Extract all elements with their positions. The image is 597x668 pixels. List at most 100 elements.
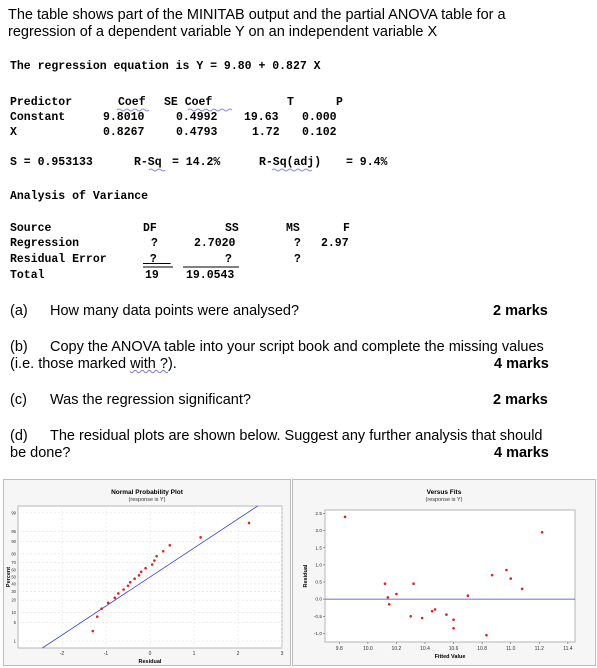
chart-1-ytick-label: 20 [11, 598, 16, 603]
chart-2-point [485, 633, 488, 637]
chart-1-point [117, 592, 120, 595]
chart-1-ytick-label: 95 [11, 529, 16, 534]
chart-2-point [445, 613, 448, 616]
chart-1-xtick-label: -2 [60, 651, 65, 657]
chart-1-point [150, 563, 154, 566]
anova-row-total-label: Total [10, 269, 45, 282]
stat-rsq-value: = 14.2% [172, 156, 221, 169]
chart-2-point [395, 592, 398, 596]
chart-2-point [420, 616, 424, 620]
coef-row-x-se: 0.4793 [176, 126, 218, 139]
coef-row-constant-t: 19.63 [244, 111, 279, 124]
anova-header-df: DF [143, 222, 157, 235]
chart-2-plot-area [324, 509, 576, 643]
coef-row-constant-p: 0.000 [302, 111, 337, 124]
chart-2-ytick-label: 2.0 [315, 528, 322, 534]
anova-title: Analysis of Variance [10, 190, 149, 203]
question-a-marks: 2 marks [493, 303, 548, 319]
question-a-text: How many data points were analysed? [50, 303, 300, 319]
anova-row-total-ss: 19.0543 [186, 269, 235, 282]
chart-1-point [199, 536, 202, 539]
chart-2-point [509, 577, 513, 580]
chart-2-ytick-label: 2.5 [315, 511, 322, 517]
coef-row-constant-label: Constant [10, 111, 66, 124]
question-d-label: (d) [10, 428, 28, 444]
chart-2-xlabel: Fitted Value [435, 654, 466, 660]
question-c-label: (c) [10, 392, 27, 408]
chart-1-subtitle: (response is Y) [128, 497, 166, 503]
chart-1-point [126, 584, 130, 588]
chart-1-point [137, 573, 141, 577]
chart-2-point [433, 608, 437, 611]
normal-probability-plot: Normal Probability Plot (response is Y) … [3, 479, 291, 666]
chart-1-point [153, 559, 156, 562]
coef-row-x-t: 1.72 [252, 126, 280, 139]
chart-2-point [520, 587, 524, 591]
chart-1-xtick-label: 3 [281, 651, 284, 657]
question-d-text: The residual plots are shown below. Sugg… [50, 428, 543, 444]
coef-row-x-coef: 0.8267 [103, 126, 145, 139]
anova-row-residual-df: ? [149, 253, 157, 266]
stat-rsqadj-value: = 9.4% [346, 156, 388, 169]
chart-2-point [540, 530, 544, 534]
chart-1-point [133, 577, 136, 581]
chart-2-ylabel: Residual [303, 564, 309, 587]
chart-2-point [466, 594, 470, 598]
coef-header-t: T [287, 96, 294, 109]
anova-row-residual-ms: ? [294, 253, 301, 266]
chart-2-point [452, 626, 455, 630]
chart-1-point [139, 570, 143, 574]
chart-1-point [106, 601, 110, 605]
chart-2-ytick-label: 0.5 [315, 580, 322, 586]
chart-1-point [128, 580, 132, 584]
chart-1-point [155, 554, 158, 558]
question-b-marks: 4 marks [494, 356, 549, 372]
intro-line-1: The table shows part of the MINITAB outp… [8, 7, 506, 23]
chart-2-xtick-label: 10.0 [363, 646, 373, 652]
chart-2-xtick-label: 11.0 [506, 646, 516, 652]
chart-2-point [387, 602, 391, 606]
anova-row-regression-ss: 2.7020 [194, 237, 236, 250]
chart-1-ytick-label: 30 [11, 589, 16, 594]
chart-1-xtick-label: 1 [193, 651, 196, 657]
coef-row-constant-se: 0.4992 [176, 111, 218, 124]
chart-1-title: Normal Probability Plot [111, 489, 183, 496]
chart-2-svg: 9.8 10.0 10.2 10.4 10.6 10.8 11.0 11.2 11.4 2.5 2.… [303, 509, 576, 660]
chart-1-point [91, 629, 95, 633]
total-rule [143, 266, 239, 268]
chart-1-point [247, 521, 251, 525]
chart-1-ytick-label: 10 [11, 610, 16, 615]
chart-2-point [383, 582, 387, 586]
chart-1-ytick-label: 99 [11, 510, 16, 515]
stat-rsqadj-label: R-Sq(adj) [259, 156, 322, 169]
coef-header-p: P [336, 96, 343, 109]
anova-header-f: F [343, 222, 350, 235]
chart-2-ytick-label: 0.0 [315, 597, 322, 603]
anova-row-regression-ms: ? [294, 237, 301, 250]
chart-1-ytick-label: 5 [14, 620, 17, 625]
question-b-label: (b) [10, 339, 28, 355]
chart-1-ytick-label: 60 [11, 568, 16, 573]
question-b-text: Copy the ANOVA table into your script bo… [50, 339, 544, 355]
chart-2-xtick-label: 11.2 [535, 646, 545, 652]
chart-2-ytick-label: -1.0 [314, 631, 323, 637]
coef-row-x-p: 0.102 [302, 126, 337, 139]
chart-2-xtick-label: 10.6 [449, 646, 459, 652]
chart-2-ytick-label: 1.0 [315, 562, 322, 568]
chart-1-xtick-label: 2 [237, 651, 240, 657]
chart-2-point [505, 568, 508, 572]
chart-2-xtick-label: 11.4 [563, 646, 573, 652]
chart-2-point [343, 515, 347, 519]
spellcheck-underline [116, 108, 233, 112]
chart-1-ylabel: Percent [6, 567, 12, 587]
question-a-label: (a) [10, 303, 28, 319]
intro-line-2: regression of a dependent variable Y on … [8, 24, 438, 40]
coef-header-coef: Coef [118, 96, 146, 109]
spellcheck-underline-2 [148, 168, 313, 172]
anova-header-ss: SS [225, 222, 239, 235]
chart-1-point [95, 615, 99, 618]
chart-2-point [430, 609, 434, 613]
coef-row-constant-coef: 9.8010 [103, 111, 145, 124]
question-d-marks: 4 marks [494, 445, 549, 461]
anova-row-regression-f: 2.97 [321, 237, 349, 250]
